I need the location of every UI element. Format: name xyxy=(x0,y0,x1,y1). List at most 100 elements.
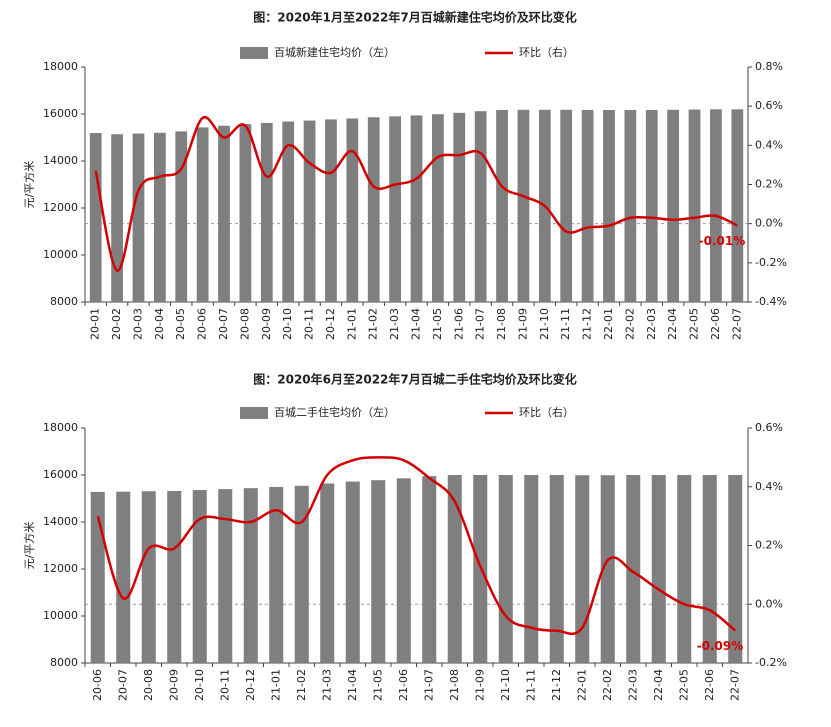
x-tick-label: 22-04 xyxy=(666,308,679,340)
x-tick-label: 21-08 xyxy=(495,308,508,340)
y2-tick-label: 0.2% xyxy=(755,539,783,552)
line xyxy=(96,456,737,636)
x-tick-label: 21-03 xyxy=(388,308,401,340)
x-tick-label: 22-04 xyxy=(652,669,665,701)
bar xyxy=(447,475,462,663)
x-tick-label: 21-07 xyxy=(474,308,487,340)
x-tick-label: 21-07 xyxy=(422,669,435,701)
bar xyxy=(581,110,594,302)
bar xyxy=(432,114,444,302)
bar xyxy=(626,475,641,663)
bar xyxy=(345,481,360,663)
x-tick-label: 20-10 xyxy=(281,308,294,340)
x-tick-label: 21-10 xyxy=(538,308,551,340)
y2-tick-label: 0.0% xyxy=(755,217,783,230)
x-tick-label: 21-02 xyxy=(367,308,380,340)
bar xyxy=(282,121,295,303)
bar xyxy=(422,476,437,663)
bar xyxy=(167,490,182,663)
bar xyxy=(624,110,637,302)
x-tick-label: 20-09 xyxy=(260,308,273,340)
bar xyxy=(702,475,717,663)
x-tick-label: 20-11 xyxy=(303,308,316,340)
bar xyxy=(269,486,284,663)
bar xyxy=(192,490,207,663)
bar xyxy=(498,475,513,663)
x-tick-label: 22-02 xyxy=(601,669,614,701)
y-tick-label: 18000 xyxy=(43,421,78,434)
bar xyxy=(367,117,380,302)
y-tick-label: 8000 xyxy=(50,295,78,308)
bar xyxy=(677,475,692,663)
bar xyxy=(575,475,590,663)
y-axis-label: 元/平方米 xyxy=(22,161,36,209)
bar xyxy=(141,491,156,663)
x-tick-label: 22-06 xyxy=(703,669,716,701)
bar xyxy=(549,475,564,663)
y-tick-label: 16000 xyxy=(43,107,78,120)
bar xyxy=(196,127,209,303)
bar xyxy=(651,475,666,663)
x-tick-label: 21-11 xyxy=(559,308,572,340)
bar xyxy=(524,475,539,663)
y2-tick-label: 0.6% xyxy=(755,99,783,112)
bar xyxy=(517,109,530,303)
bar xyxy=(294,485,309,663)
x-tick-label: 20-09 xyxy=(167,669,180,701)
y-tick-label: 10000 xyxy=(43,609,78,622)
x-tick-label: 20-04 xyxy=(153,308,166,340)
y2-tick-label: 0.6% xyxy=(755,421,783,434)
x-tick-label: 20-05 xyxy=(174,308,187,340)
x-tick-label: 21-06 xyxy=(397,669,410,701)
y2-tick-label: -0.4% xyxy=(755,295,787,308)
bar xyxy=(600,475,615,663)
bar xyxy=(688,109,701,302)
y2-tick-label: -0.2% xyxy=(755,656,787,669)
bar xyxy=(116,491,131,663)
x-tick-label: 21-04 xyxy=(410,308,423,340)
x-tick-label: 21-01 xyxy=(269,669,282,701)
bar xyxy=(560,109,573,303)
bar xyxy=(453,112,466,302)
bar xyxy=(218,489,233,663)
bar xyxy=(645,110,658,302)
x-tick-label: 21-01 xyxy=(345,308,358,340)
bar xyxy=(371,480,386,663)
y-tick-label: 10000 xyxy=(43,248,78,261)
x-tick-label: 21-03 xyxy=(320,669,333,701)
line xyxy=(94,115,738,272)
y2-tick-label: 0.2% xyxy=(755,178,783,191)
bar xyxy=(603,110,615,302)
y-axis-label: 元/平方米 xyxy=(22,522,36,570)
x-tick-label: 20-08 xyxy=(238,308,251,340)
legend-swatch xyxy=(240,407,268,419)
y2-tick-label: 0.4% xyxy=(755,480,783,493)
y-tick-label: 14000 xyxy=(43,154,78,167)
bar xyxy=(243,488,258,663)
bar xyxy=(320,483,335,663)
bar xyxy=(346,118,359,302)
y-tick-label: 8000 xyxy=(50,656,78,669)
bar xyxy=(260,122,273,303)
bar xyxy=(132,133,145,302)
x-tick-label: 21-11 xyxy=(524,669,537,701)
bar xyxy=(89,133,102,302)
y-tick-label: 14000 xyxy=(43,515,78,528)
legend-swatch xyxy=(240,47,268,59)
y2-tick-label: 0.0% xyxy=(755,597,783,610)
value-label: -0.09% xyxy=(697,639,744,653)
x-tick-label: 21-04 xyxy=(346,669,359,701)
x-tick-label: 21-10 xyxy=(499,669,512,701)
legend-label: 环比（右） xyxy=(519,405,574,419)
x-tick-label: 22-07 xyxy=(728,669,741,701)
bar xyxy=(175,131,188,302)
legend-label: 百城二手住宅均价（左） xyxy=(274,405,395,419)
x-tick-label: 20-10 xyxy=(193,669,206,701)
x-tick-label: 20-02 xyxy=(110,308,123,340)
x-tick-label: 20-07 xyxy=(217,308,230,340)
y-tick-label: 12000 xyxy=(43,562,78,575)
bar xyxy=(396,478,411,663)
x-tick-label: 21-09 xyxy=(516,308,529,340)
